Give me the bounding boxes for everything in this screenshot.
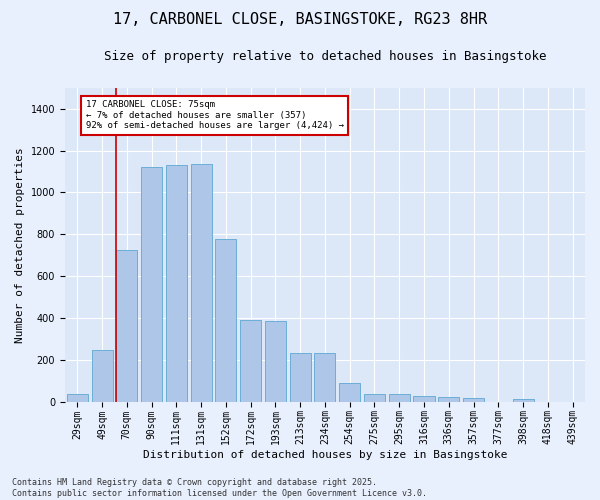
Bar	[215, 240, 236, 402]
Bar	[67, 394, 88, 402]
Bar	[265, 321, 286, 402]
Title: Size of property relative to detached houses in Basingstoke: Size of property relative to detached ho…	[104, 50, 546, 63]
Text: 17, CARBONEL CLOSE, BASINGSTOKE, RG23 8HR: 17, CARBONEL CLOSE, BASINGSTOKE, RG23 8H…	[113, 12, 487, 28]
Bar	[290, 354, 311, 402]
Y-axis label: Number of detached properties: Number of detached properties	[15, 147, 25, 342]
Bar	[92, 350, 113, 402]
Bar	[463, 398, 484, 402]
Bar	[240, 320, 261, 402]
Text: Contains HM Land Registry data © Crown copyright and database right 2025.
Contai: Contains HM Land Registry data © Crown c…	[12, 478, 427, 498]
Bar	[314, 354, 335, 402]
Bar	[389, 394, 410, 402]
X-axis label: Distribution of detached houses by size in Basingstoke: Distribution of detached houses by size …	[143, 450, 507, 460]
Bar	[364, 394, 385, 402]
Text: 17 CARBONEL CLOSE: 75sqm
← 7% of detached houses are smaller (357)
92% of semi-d: 17 CARBONEL CLOSE: 75sqm ← 7% of detache…	[86, 100, 344, 130]
Bar	[438, 398, 460, 402]
Bar	[116, 250, 137, 402]
Bar	[191, 164, 212, 402]
Bar	[166, 165, 187, 402]
Bar	[413, 396, 434, 402]
Bar	[339, 382, 360, 402]
Bar	[141, 168, 162, 402]
Bar	[512, 400, 533, 402]
